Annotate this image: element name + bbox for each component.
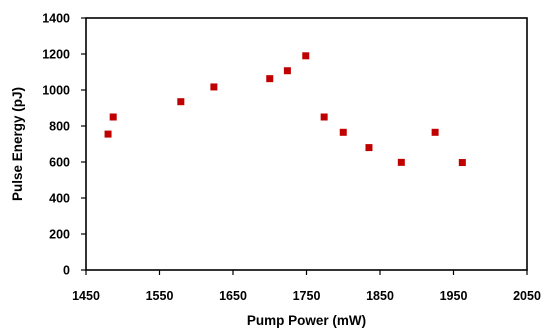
data-point bbox=[266, 75, 274, 83]
y-tick-label: 200 bbox=[49, 228, 70, 242]
y-tick-label: 1200 bbox=[42, 48, 70, 62]
x-tick-label: 1650 bbox=[219, 289, 247, 303]
y-tick-label: 400 bbox=[49, 192, 70, 206]
plot-area bbox=[85, 17, 528, 271]
y-tick-label: 600 bbox=[49, 156, 70, 170]
y-tick-label: 1400 bbox=[42, 12, 70, 26]
y-tick-label: 0 bbox=[63, 264, 70, 278]
x-tick-label: 1950 bbox=[440, 289, 468, 303]
x-tick-label: 2050 bbox=[513, 289, 541, 303]
data-point bbox=[339, 128, 347, 136]
y-axis-title: Pulse Energy (pJ) bbox=[10, 87, 25, 201]
data-point bbox=[109, 113, 117, 121]
data-point bbox=[302, 52, 310, 60]
data-point bbox=[320, 113, 328, 121]
data-point bbox=[431, 128, 439, 136]
x-tick-label: 1850 bbox=[366, 289, 394, 303]
data-point bbox=[210, 83, 218, 91]
x-tick-label: 1450 bbox=[72, 289, 100, 303]
y-tick-label: 1000 bbox=[42, 84, 70, 98]
y-axis: 0 200 400 600 800 1000 1200 1400 bbox=[42, 12, 86, 278]
data-points bbox=[104, 52, 466, 167]
x-tick-label: 1750 bbox=[293, 289, 321, 303]
data-point bbox=[283, 67, 291, 75]
x-axis-title: Pump Power (mW) bbox=[247, 313, 366, 328]
data-point bbox=[458, 159, 466, 167]
y-tick-label: 800 bbox=[49, 120, 70, 134]
data-point bbox=[397, 158, 405, 166]
x-tick-label: 1550 bbox=[146, 289, 174, 303]
data-point bbox=[365, 144, 373, 152]
data-point bbox=[177, 98, 185, 106]
data-point bbox=[104, 130, 112, 138]
x-axis: 1450 1550 1650 1750 1850 1950 2050 bbox=[72, 270, 541, 303]
